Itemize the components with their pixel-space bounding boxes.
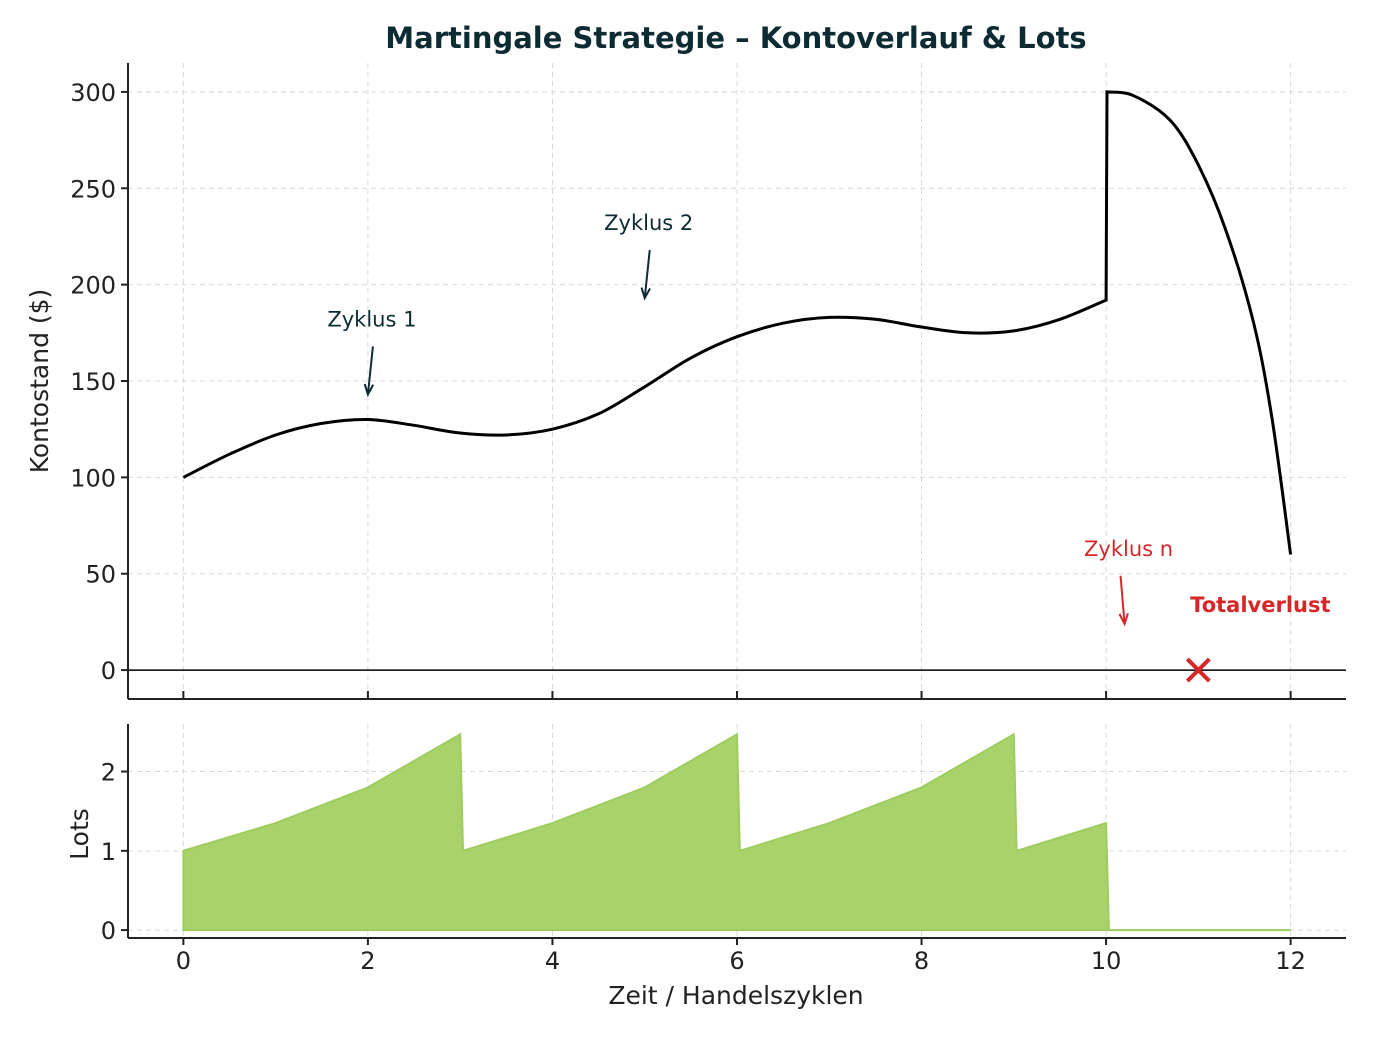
x-tick-label-1: 2 <box>360 947 375 975</box>
balance-line <box>182 90 1293 555</box>
annotation-label-0: Zyklus 1 <box>327 307 416 331</box>
annotation-totalverlust: Totalverlust <box>1190 593 1330 617</box>
bottom-y-tick-label-1: 1 <box>101 838 116 866</box>
chart-title: Martingale Strategie – Kontoverlauf & Lo… <box>385 21 1086 55</box>
bottom-y-tick-label-0: 0 <box>101 917 116 945</box>
top-y-tick-label-6: 300 <box>70 79 116 107</box>
totalverlust-marker <box>1185 657 1211 683</box>
x-tick-label-3: 6 <box>729 947 744 975</box>
top-gridlines <box>128 63 1346 699</box>
x-tick-label-4: 8 <box>914 947 929 975</box>
top-y-tick-label-5: 250 <box>70 175 116 203</box>
lots-area <box>182 732 1291 932</box>
x-tick-label-2: 4 <box>545 947 560 975</box>
annotation-arrowhead-1 <box>640 287 651 301</box>
y-axis-label-lots: Lots <box>65 808 94 860</box>
annotation-label-2: Zyklus n <box>1084 537 1173 561</box>
annotation-arrow-2 <box>1119 575 1126 624</box>
x-tick-label-5: 10 <box>1091 947 1122 975</box>
annotation-arrowhead-0 <box>363 383 375 397</box>
bottom-y-tick-label-2: 2 <box>101 759 116 787</box>
top-y-tick-label-2: 100 <box>70 464 116 492</box>
top-tick-labels: 0 50 100 150 200 250 300 <box>70 79 1292 699</box>
y-axis-label-balance: Kontostand ($) <box>25 289 54 474</box>
top-y-tick-label-3: 150 <box>70 368 116 396</box>
x-tick-label-6: 12 <box>1275 947 1306 975</box>
x-axis-label: Zeit / Handelszyklen <box>608 981 863 1010</box>
annotation-arrow-1 <box>643 249 651 299</box>
top-y-tick-label-4: 200 <box>70 272 116 300</box>
annotations: Zyklus 1 Zyklus 2 Zyklus n Totalverlust <box>327 211 1331 683</box>
annotation-arrow-0 <box>366 346 374 395</box>
annotation-label-1: Zyklus 2 <box>604 211 693 235</box>
x-tick-label-0: 0 <box>176 947 191 975</box>
top-y-tick-label-0: 0 <box>101 657 116 685</box>
annotation-arrowhead-2 <box>1118 613 1129 627</box>
top-y-tick-label-1: 50 <box>85 561 116 589</box>
